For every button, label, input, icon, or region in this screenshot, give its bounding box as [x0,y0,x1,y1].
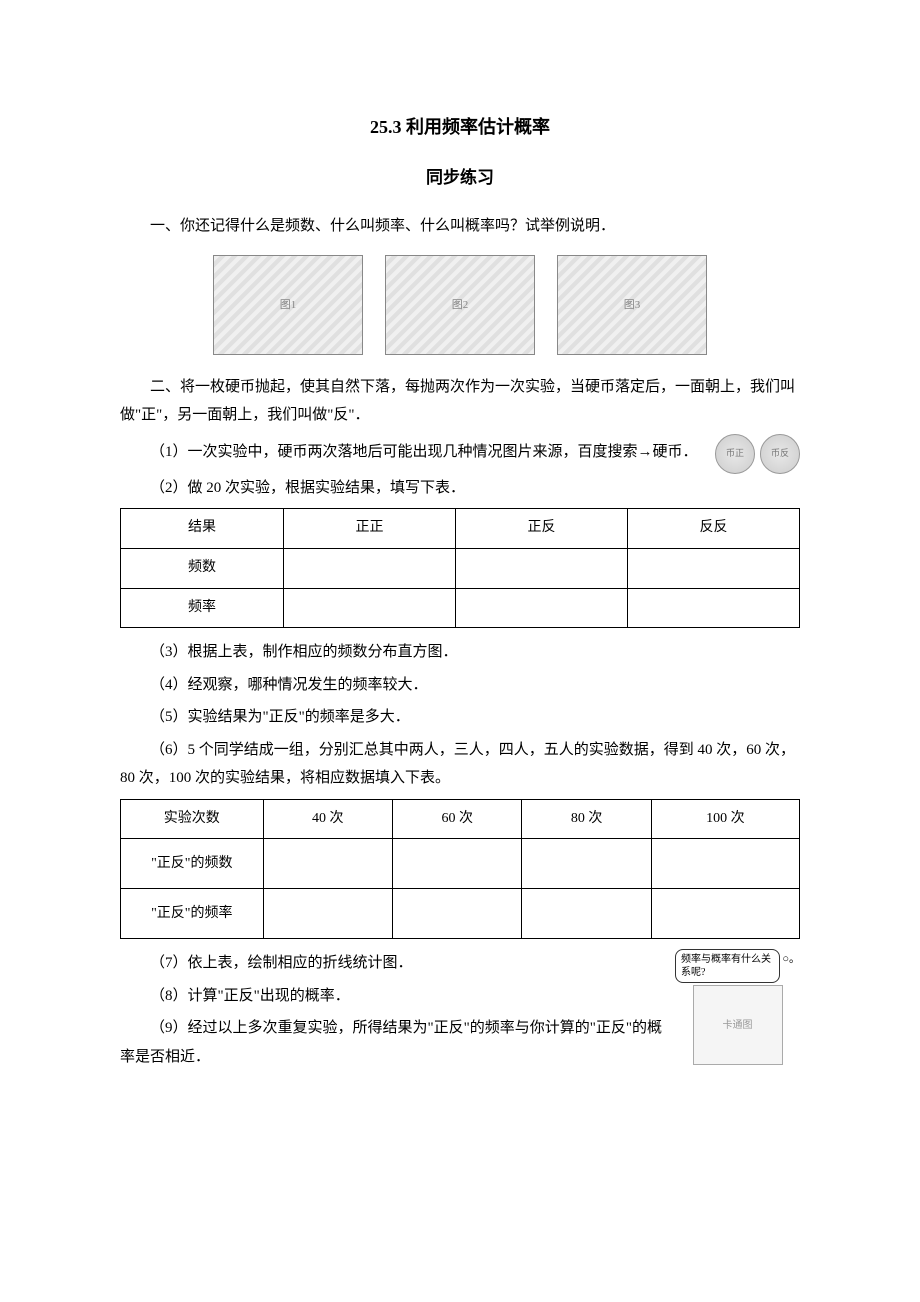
question-8-text: （8）计算"正反"出现的概率． [120,982,665,1011]
page-title: 25.3 利用频率估计概率 [120,110,800,144]
table-cell [627,549,799,589]
table-row: "正反"的频率 [121,889,800,939]
table-row: 实验次数 40 次 60 次 80 次 100 次 [121,799,800,839]
coin-image-2: 币反 [760,434,800,474]
table-cell: "正反"的频数 [121,839,264,889]
question-6-text: （6）5 个同学结成一组，分别汇总其中两人，三人，四人，五人的实验数据，得到 4… [120,736,800,793]
table-cell: "正反"的频率 [121,889,264,939]
table-cell [263,839,392,889]
coin-image-1: 币正 [715,434,755,474]
table-header-cell: 40 次 [263,799,392,839]
table-header-cell: 正正 [283,509,455,549]
bottom-illustration: 频率与概率有什么关系呢? ○。 卡通图 [675,949,800,1084]
table-header-cell: 60 次 [393,799,522,839]
table-1: 结果 正正 正反 反反 频数 频率 [120,508,800,628]
table-cell [283,588,455,628]
table-row: 频率 [121,588,800,628]
question-3-text: （3）根据上表，制作相应的频数分布直方图． [120,638,800,667]
thought-bubble: 频率与概率有什么关系呢? [675,949,780,983]
table-cell [455,549,627,589]
table-row: "正反"的频数 [121,839,800,889]
table-cell [283,549,455,589]
images-row: 图1 图2 图3 [120,255,800,355]
table-header-cell: 100 次 [651,799,799,839]
coin-images: 币正 币反 [715,434,800,474]
table-cell: 频数 [121,549,284,589]
table-cell [393,839,522,889]
page-subtitle: 同步练习 [120,162,800,194]
section-2-intro: 二、将一枚硬币抛起，使其自然下落，每抛两次作为一次实验，当硬币落定后，一面朝上，… [120,373,800,430]
question-1-text: （1）一次实验中，硬币两次落地后可能出现几种情况图片来源，百度搜索→硬币． [120,438,705,467]
bubble-trail: ○。 [782,949,800,970]
section-1-text: 一、你还记得什么是频数、什么叫频率、什么叫概率吗？试举例说明． [120,212,800,241]
table-header-cell: 反反 [627,509,799,549]
table-2: 实验次数 40 次 60 次 80 次 100 次 "正反"的频数 "正反"的频… [120,799,800,940]
question-9-text: （9）经过以上多次重复实验，所得结果为"正反"的频率与你计算的"正反"的概率是否… [120,1014,665,1071]
cartoon-placeholder: 卡通图 [693,985,783,1065]
table-cell [263,889,392,939]
question-2-text: （2）做 20 次实验，根据实验结果，填写下表． [120,474,800,503]
table-row: 结果 正正 正反 反反 [121,509,800,549]
bottom-section: （7）依上表，绘制相应的折线统计图． （8）计算"正反"出现的概率． （9）经过… [120,949,800,1084]
question-5-text: （5）实验结果为"正反"的频率是多大． [120,703,800,732]
table-cell: 频率 [121,588,284,628]
question-4-text: （4）经观察，哪种情况发生的频率较大． [120,671,800,700]
table-header-cell: 结果 [121,509,284,549]
question-7-text: （7）依上表，绘制相应的折线统计图． [120,949,665,978]
image-placeholder-2: 图2 [385,255,535,355]
table-cell [522,839,651,889]
question-1-row: （1）一次实验中，硬币两次落地后可能出现几种情况图片来源，百度搜索→硬币． 币正… [120,434,800,474]
table-header-cell: 正反 [455,509,627,549]
image-placeholder-3: 图3 [557,255,707,355]
table-cell [522,889,651,939]
table-cell [393,889,522,939]
table-cell [651,839,799,889]
table-row: 频数 [121,549,800,589]
table-cell [651,889,799,939]
table-header-cell: 实验次数 [121,799,264,839]
table-cell [627,588,799,628]
image-placeholder-1: 图1 [213,255,363,355]
table-cell [455,588,627,628]
table-header-cell: 80 次 [522,799,651,839]
